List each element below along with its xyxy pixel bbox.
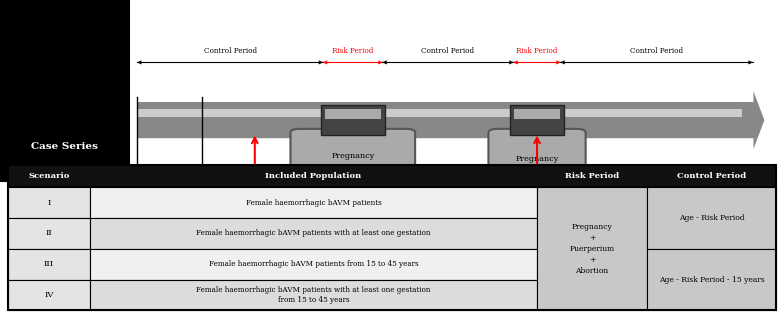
Circle shape: [78, 51, 103, 61]
Text: IV: IV: [45, 291, 53, 299]
FancyBboxPatch shape: [647, 187, 776, 249]
FancyBboxPatch shape: [514, 109, 560, 119]
FancyBboxPatch shape: [321, 105, 384, 135]
Text: Birth: Birth: [125, 200, 149, 208]
FancyBboxPatch shape: [90, 187, 537, 218]
Text: Risk Period: Risk Period: [332, 46, 373, 55]
Text: III: III: [44, 260, 54, 268]
Text: Age at time of treatment
or Last Follow-up: Age at time of treatment or Last Follow-…: [663, 198, 764, 215]
Text: Pregnancy
+
Puerperium
+
Abortion: Pregnancy + Puerperium + Abortion: [569, 223, 615, 275]
FancyBboxPatch shape: [8, 249, 90, 280]
Polygon shape: [137, 91, 764, 149]
Text: Age - Risk Period - 15 years: Age - Risk Period - 15 years: [659, 275, 764, 284]
Text: Pregnancy
Puerperium
or Abortion: Pregnancy Puerperium or Abortion: [328, 152, 377, 182]
Text: Control Period: Control Period: [204, 46, 256, 55]
FancyBboxPatch shape: [90, 280, 537, 310]
Text: Case Series: Case Series: [31, 142, 98, 151]
Text: Age - Risk Period: Age - Risk Period: [679, 214, 744, 222]
Text: Female haemorrhagic bAVM patients: Female haemorrhagic bAVM patients: [245, 199, 382, 207]
FancyBboxPatch shape: [137, 109, 742, 117]
Circle shape: [7, 51, 32, 61]
Text: Risk Period: Risk Period: [517, 46, 557, 55]
FancyBboxPatch shape: [90, 218, 537, 249]
FancyBboxPatch shape: [325, 109, 381, 119]
FancyBboxPatch shape: [537, 187, 647, 310]
Text: Haemorrhage: Haemorrhage: [228, 190, 281, 198]
Text: Included Population: Included Population: [266, 172, 361, 180]
FancyBboxPatch shape: [8, 280, 90, 310]
Text: Female haemorrhagic bAVM patients with at least one gestation: Female haemorrhagic bAVM patients with a…: [196, 229, 431, 237]
Text: Control Period: Control Period: [677, 172, 746, 180]
FancyBboxPatch shape: [90, 249, 537, 280]
Circle shape: [31, 51, 56, 61]
Text: Pregnancy: Pregnancy: [515, 155, 559, 163]
Text: 15 yrs: 15 yrs: [189, 200, 216, 208]
Text: Control Period: Control Period: [422, 46, 474, 55]
Text: Risk Period: Risk Period: [564, 172, 619, 180]
FancyBboxPatch shape: [510, 105, 564, 135]
Text: Female haemorrhagic bAVM patients with at least one gestation
from 15 to 45 year: Female haemorrhagic bAVM patients with a…: [196, 286, 431, 304]
Text: Scenario: Scenario: [28, 172, 70, 180]
FancyBboxPatch shape: [647, 249, 776, 310]
FancyBboxPatch shape: [290, 129, 416, 205]
FancyBboxPatch shape: [8, 165, 776, 187]
FancyBboxPatch shape: [8, 187, 90, 218]
Circle shape: [54, 51, 79, 61]
Text: Control Period: Control Period: [630, 46, 683, 55]
FancyBboxPatch shape: [0, 0, 129, 181]
Text: Haemorrhage: Haemorrhage: [510, 190, 564, 198]
FancyBboxPatch shape: [488, 129, 586, 189]
Text: II: II: [45, 229, 53, 237]
Text: I: I: [47, 199, 51, 207]
Text: Female haemorrhagic bAVM patients from 15 to 45 years: Female haemorrhagic bAVM patients from 1…: [209, 260, 419, 268]
FancyBboxPatch shape: [8, 218, 90, 249]
